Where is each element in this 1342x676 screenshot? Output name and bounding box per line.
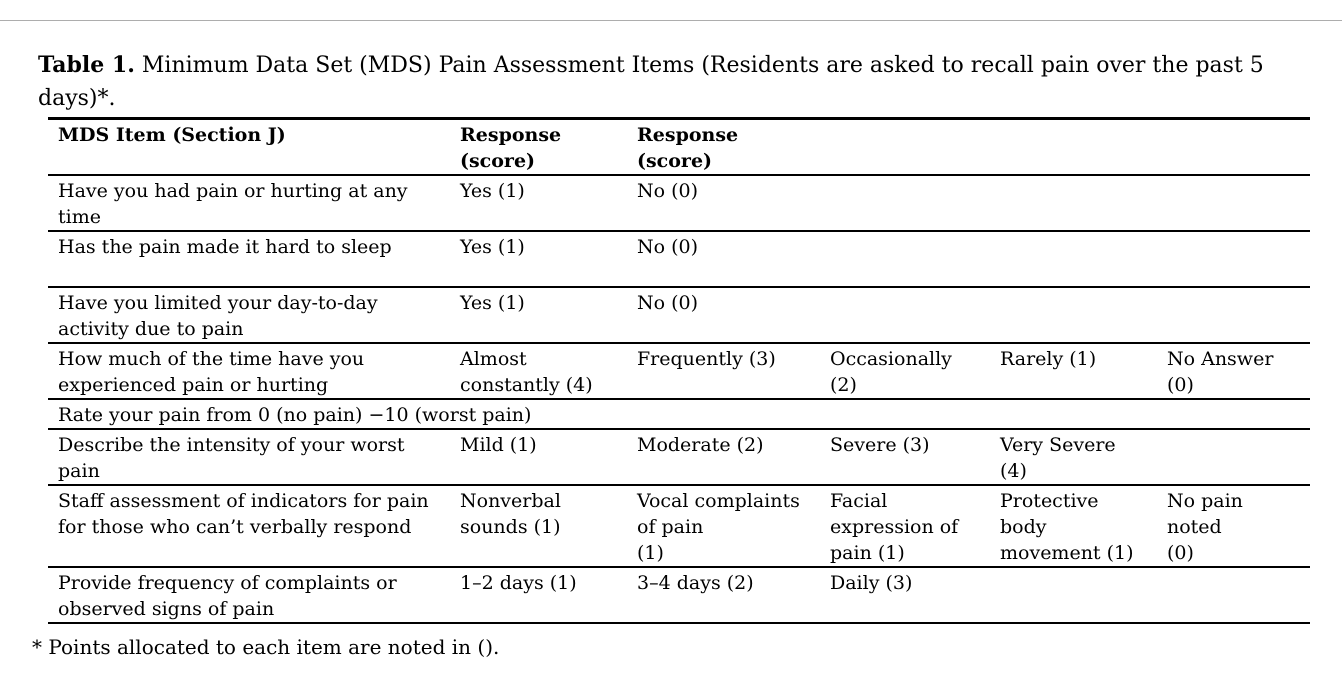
- response-cell: No Answer (0): [1157, 343, 1310, 400]
- response-cell: Facial expression of pain (1): [820, 485, 990, 568]
- mds-pain-assessment-table: MDS Item (Section J) Response (score) Re…: [48, 117, 1310, 624]
- response-cell: No (0): [627, 231, 820, 288]
- response-cell: Nonverbal sounds (1): [450, 485, 627, 568]
- top-divider-line: [0, 20, 1342, 21]
- header-empty-3: [1157, 118, 1310, 176]
- response-cell: Protective body movement (1): [990, 485, 1157, 568]
- table-footnote: * Points allocated to each item are note…: [32, 635, 500, 659]
- table-caption-label: Table 1.: [38, 52, 135, 78]
- response-cell: Rarely (1): [990, 343, 1157, 400]
- response-cell: 3–4 days (2): [627, 567, 820, 624]
- table-row: Describe the intensity of your worst pai…: [48, 429, 1310, 486]
- response-cell: Yes (1): [450, 231, 627, 288]
- item-cell-span: Rate your pain from 0 (no pain) −10 (wor…: [48, 399, 1310, 430]
- response-cell: [990, 175, 1157, 232]
- header-empty-1: [820, 118, 990, 176]
- table-row-span: Rate your pain from 0 (no pain) −10 (wor…: [48, 399, 1310, 430]
- header-row: MDS Item (Section J) Response (score) Re…: [48, 118, 1310, 176]
- response-cell: Frequently (3): [627, 343, 820, 400]
- response-cell: No pain noted (0): [1157, 485, 1310, 568]
- response-cell: [990, 287, 1157, 344]
- response-cell: [1157, 567, 1310, 624]
- response-cell: 1–2 days (1): [450, 567, 627, 624]
- response-cell: Vocal complaints of pain (1): [627, 485, 820, 568]
- response-cell: [1157, 175, 1310, 232]
- table-row: Have you limited your day-to-day activit…: [48, 287, 1310, 344]
- item-cell: Provide frequency of complaints or obser…: [48, 567, 450, 624]
- header-response-2: Response (score): [627, 118, 820, 176]
- table-row: How much of the time have you experience…: [48, 343, 1310, 400]
- item-cell: Have you limited your day-to-day activit…: [48, 287, 450, 344]
- response-cell: Yes (1): [450, 175, 627, 232]
- table-row: Have you had pain or hurting at any time…: [48, 175, 1310, 232]
- header-empty-2: [990, 118, 1157, 176]
- response-cell: [1157, 287, 1310, 344]
- response-cell: No (0): [627, 175, 820, 232]
- response-cell: Mild (1): [450, 429, 627, 486]
- item-cell: How much of the time have you experience…: [48, 343, 450, 400]
- table-row: Staff assessment of indicators for pain …: [48, 485, 1310, 568]
- response-cell: Occasionally (2): [820, 343, 990, 400]
- response-cell: Yes (1): [450, 287, 627, 344]
- item-cell: Staff assessment of indicators for pain …: [48, 485, 450, 568]
- table-row: Provide frequency of complaints or obser…: [48, 567, 1310, 624]
- item-cell: Has the pain made it hard to sleep: [48, 231, 450, 288]
- table-caption: Table 1. Minimum Data Set (MDS) Pain Ass…: [38, 49, 1330, 115]
- response-cell: [1157, 429, 1310, 486]
- response-cell: [990, 567, 1157, 624]
- header-mds-item: MDS Item (Section J): [48, 118, 450, 176]
- response-cell: Severe (3): [820, 429, 990, 486]
- response-cell: No (0): [627, 287, 820, 344]
- response-cell: Almost constantly (4): [450, 343, 627, 400]
- item-cell: Have you had pain or hurting at any time: [48, 175, 450, 232]
- response-cell: [1157, 231, 1310, 288]
- response-cell: [820, 231, 990, 288]
- item-cell: Describe the intensity of your worst pai…: [48, 429, 450, 486]
- response-cell: [820, 175, 990, 232]
- response-cell: [990, 231, 1157, 288]
- table-row: Has the pain made it hard to sleep Yes (…: [48, 231, 1310, 288]
- header-response-1: Response (score): [450, 118, 627, 176]
- response-cell: Very Severe (4): [990, 429, 1157, 486]
- response-cell: Daily (3): [820, 567, 990, 624]
- table-caption-text: Minimum Data Set (MDS) Pain Assessment I…: [38, 53, 1264, 111]
- response-cell: Moderate (2): [627, 429, 820, 486]
- response-cell: [820, 287, 990, 344]
